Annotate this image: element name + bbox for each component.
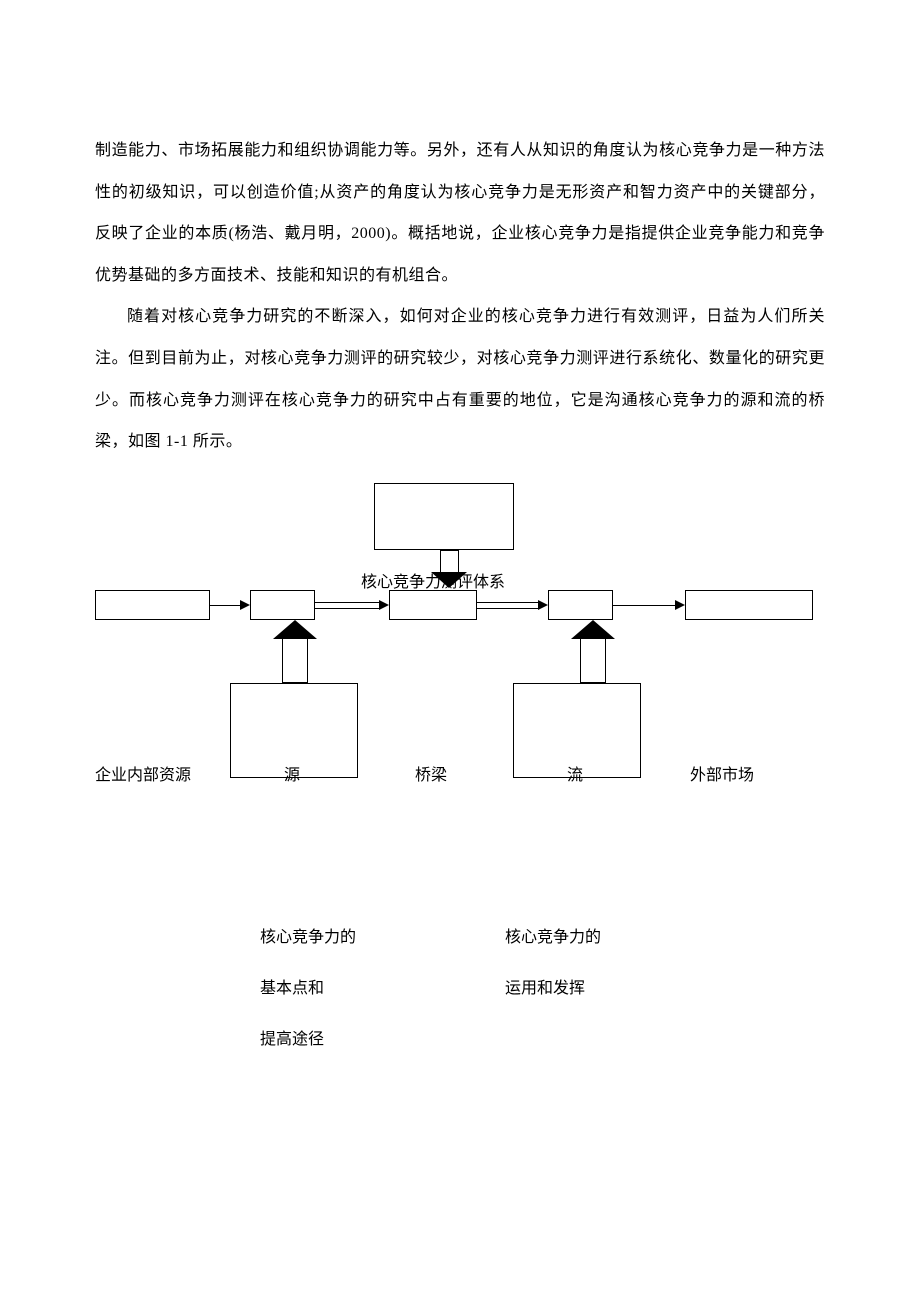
footnote-row: 提高途径 bbox=[95, 1025, 825, 1049]
footnote-left-line: 提高途径 bbox=[260, 1025, 370, 1049]
footnote-right-line: 核心竞争力的 bbox=[505, 923, 615, 947]
footnote-row: 基本点和 运用和发挥 bbox=[95, 974, 825, 998]
paragraph-1: 制造能力、市场拓展能力和组织协调能力等。另外，还有人从知识的角度认为核心竞争力是… bbox=[95, 130, 825, 296]
diagram-top-label: 核心竞争力测评体系 bbox=[361, 568, 505, 592]
diagram-row-label: 流 bbox=[567, 761, 583, 785]
flow-box bbox=[548, 590, 613, 620]
diagram-row-label: 桥梁 bbox=[415, 761, 447, 785]
arrow-right-icon bbox=[477, 605, 548, 606]
flow-box bbox=[250, 590, 315, 620]
diagram-row-label: 源 bbox=[284, 761, 300, 785]
flow-box bbox=[685, 590, 813, 620]
diagram-row-label: 企业内部资源 bbox=[95, 761, 191, 785]
footnote-right-line bbox=[505, 1025, 615, 1049]
paragraph-2: 随着对核心竞争力研究的不断深入，如何对企业的核心竞争力进行有效测评，日益为人们所… bbox=[95, 296, 825, 462]
arrow-right-icon bbox=[315, 605, 389, 606]
arrow-right-icon bbox=[210, 605, 250, 606]
flowchart-diagram: 核心竞争力测评体系企业内部资源 源 桥梁 流 外部市场 bbox=[95, 483, 825, 793]
diagram-row-label: 外部市场 bbox=[690, 761, 754, 785]
flow-box bbox=[95, 590, 210, 620]
footnote-left-line: 核心竞争力的 bbox=[260, 923, 370, 947]
footnote-right-line: 运用和发挥 bbox=[505, 974, 615, 998]
footnote-row: 核心竞争力的 核心竞争力的 bbox=[95, 923, 825, 947]
footnote-columns: 核心竞争力的 核心竞争力的 基本点和 运用和发挥 提高途径 bbox=[95, 923, 825, 1049]
arrow-right-icon bbox=[613, 605, 685, 606]
block-arrow-up-icon bbox=[571, 620, 615, 683]
footnote-left-line: 基本点和 bbox=[260, 974, 370, 998]
flow-box bbox=[389, 590, 477, 620]
flow-box bbox=[374, 483, 514, 550]
block-arrow-up-icon bbox=[273, 620, 317, 683]
